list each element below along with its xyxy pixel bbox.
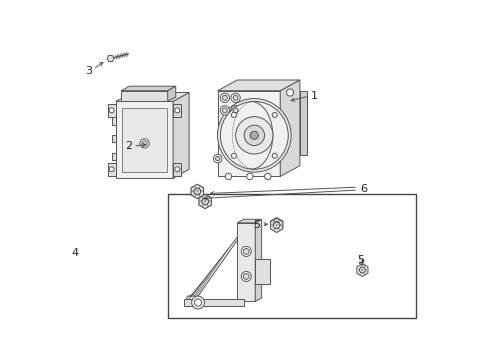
Polygon shape bbox=[217, 91, 280, 176]
Circle shape bbox=[191, 296, 204, 309]
Circle shape bbox=[233, 95, 238, 100]
Polygon shape bbox=[199, 194, 211, 208]
Polygon shape bbox=[173, 163, 181, 176]
Circle shape bbox=[194, 299, 201, 306]
Polygon shape bbox=[121, 86, 175, 91]
Circle shape bbox=[202, 198, 208, 204]
Circle shape bbox=[215, 157, 220, 161]
Circle shape bbox=[286, 89, 293, 96]
Circle shape bbox=[233, 108, 238, 113]
Circle shape bbox=[220, 93, 229, 103]
Polygon shape bbox=[173, 93, 189, 178]
Circle shape bbox=[213, 154, 222, 163]
Circle shape bbox=[273, 222, 279, 229]
Polygon shape bbox=[183, 299, 244, 306]
Polygon shape bbox=[185, 230, 247, 303]
Circle shape bbox=[243, 274, 248, 279]
Bar bbox=[167, 194, 415, 318]
Circle shape bbox=[194, 188, 200, 195]
Polygon shape bbox=[107, 55, 114, 62]
Polygon shape bbox=[173, 104, 181, 117]
Polygon shape bbox=[121, 91, 167, 102]
Polygon shape bbox=[122, 108, 166, 172]
Circle shape bbox=[264, 173, 270, 180]
Circle shape bbox=[225, 173, 231, 180]
Polygon shape bbox=[356, 264, 367, 276]
Text: 1: 1 bbox=[310, 91, 317, 101]
Circle shape bbox=[142, 141, 147, 146]
Polygon shape bbox=[199, 194, 211, 208]
Circle shape bbox=[175, 108, 180, 113]
Circle shape bbox=[272, 112, 277, 117]
Circle shape bbox=[272, 153, 277, 158]
Polygon shape bbox=[111, 135, 116, 143]
Circle shape bbox=[231, 112, 236, 117]
Circle shape bbox=[222, 108, 227, 113]
Circle shape bbox=[231, 153, 236, 158]
Circle shape bbox=[109, 167, 114, 172]
Circle shape bbox=[220, 102, 287, 169]
Circle shape bbox=[194, 188, 200, 195]
Polygon shape bbox=[255, 219, 261, 301]
Circle shape bbox=[250, 131, 258, 139]
Polygon shape bbox=[116, 93, 189, 102]
Circle shape bbox=[241, 271, 251, 282]
Polygon shape bbox=[191, 184, 203, 199]
Circle shape bbox=[140, 139, 149, 148]
Polygon shape bbox=[270, 218, 282, 233]
Polygon shape bbox=[111, 117, 116, 125]
Circle shape bbox=[273, 221, 279, 228]
Circle shape bbox=[246, 173, 253, 180]
Polygon shape bbox=[111, 153, 116, 160]
Text: 2: 2 bbox=[124, 141, 132, 151]
Circle shape bbox=[222, 95, 227, 100]
Circle shape bbox=[230, 93, 240, 103]
Text: 6: 6 bbox=[360, 184, 367, 194]
Text: 5: 5 bbox=[253, 220, 260, 230]
Circle shape bbox=[217, 99, 290, 172]
Text: 4: 4 bbox=[71, 248, 78, 258]
Polygon shape bbox=[299, 91, 306, 155]
Circle shape bbox=[230, 106, 240, 115]
Polygon shape bbox=[108, 163, 116, 176]
Polygon shape bbox=[237, 223, 255, 301]
Polygon shape bbox=[255, 258, 269, 284]
Circle shape bbox=[202, 198, 208, 204]
Polygon shape bbox=[116, 102, 173, 178]
Polygon shape bbox=[270, 217, 282, 232]
Circle shape bbox=[109, 108, 114, 113]
Circle shape bbox=[220, 106, 229, 115]
Polygon shape bbox=[217, 80, 299, 91]
Polygon shape bbox=[280, 80, 299, 176]
Text: 3: 3 bbox=[85, 66, 92, 76]
Circle shape bbox=[244, 125, 264, 145]
Circle shape bbox=[359, 267, 365, 273]
Circle shape bbox=[243, 249, 248, 254]
Circle shape bbox=[175, 167, 180, 172]
Circle shape bbox=[235, 117, 272, 154]
Polygon shape bbox=[167, 86, 175, 102]
Text: 5: 5 bbox=[356, 255, 364, 265]
Circle shape bbox=[241, 247, 251, 256]
Polygon shape bbox=[191, 184, 203, 199]
Polygon shape bbox=[237, 219, 261, 223]
Polygon shape bbox=[108, 104, 116, 117]
